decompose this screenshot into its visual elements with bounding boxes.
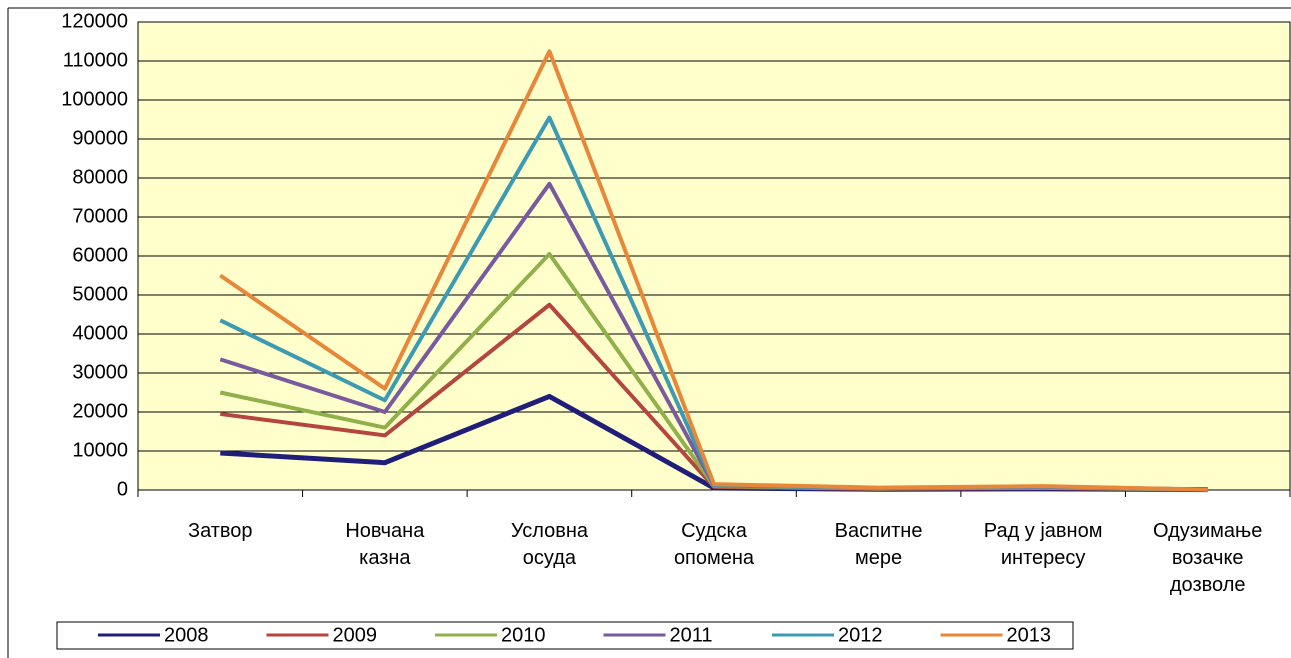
y-tick-label: 20000 [72, 400, 128, 422]
y-tick-label: 120000 [61, 10, 128, 32]
y-tick-label: 110000 [63, 49, 128, 71]
y-tick-label: 100000 [61, 88, 128, 110]
x-tick-label: Затвор [188, 520, 253, 542]
x-tick-label: Васпитне мере [835, 520, 923, 569]
y-tick-label: 0 [117, 478, 128, 500]
x-tick-label: Рад у јавном интересу [984, 520, 1103, 569]
x-tick-label: Судска опомена [674, 520, 755, 569]
legend-label: 2013 [1007, 624, 1052, 646]
y-tick-label: 30000 [72, 361, 128, 383]
legend-label: 2010 [501, 624, 546, 646]
legend [56, 621, 1074, 650]
y-tick-label: 80000 [72, 166, 128, 188]
y-tick-label: 60000 [72, 244, 128, 266]
x-tick-label: Одузимање возачке дозволе [1153, 520, 1262, 596]
legend-label: 2011 [670, 624, 713, 646]
y-tick-label: 90000 [72, 127, 128, 149]
legend-label: 2012 [838, 624, 883, 646]
series-line [219, 49, 1208, 492]
x-tick-label: Условна осуда [511, 520, 589, 569]
legend-label: 2009 [333, 624, 378, 646]
y-tick-label: 50000 [72, 283, 128, 305]
y-tick-label: 70000 [72, 205, 128, 227]
legend-label: 2008 [164, 624, 209, 646]
x-tick-label: Новчана казна [345, 520, 425, 569]
y-tick-label: 10000 [72, 439, 128, 461]
y-tick-label: 40000 [72, 322, 128, 344]
